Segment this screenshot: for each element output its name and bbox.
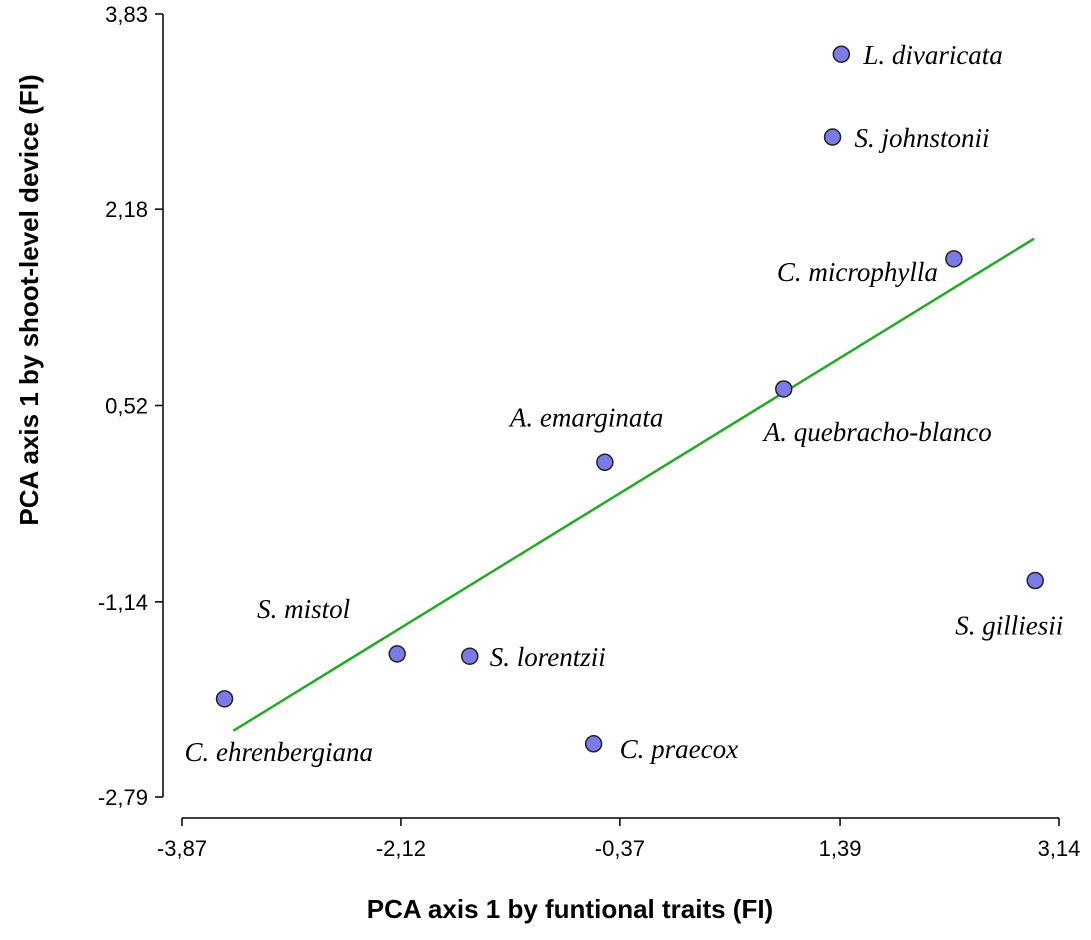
x-tick-label: 1,39 [819, 836, 862, 861]
x-tick-label: -3,87 [157, 836, 207, 861]
point-label: C. ehrenbergiana [185, 737, 373, 767]
data-point [775, 380, 793, 398]
data-point [596, 453, 614, 472]
point-labels-group: L. divaricata S. johnstonii C. microphylla… [185, 40, 1064, 767]
y-tick-label: -2,79 [98, 785, 148, 810]
points-group [215, 45, 1044, 753]
y-tick-label: -1,14 [98, 590, 148, 615]
point-label: S. mistol [257, 594, 350, 624]
regression-line-group [232, 237, 1035, 732]
x-tick-label: 3,14 [1038, 836, 1081, 861]
data-point [1026, 571, 1044, 590]
axes: 3,83 2,18 0,52 -1,14 -2,79 -3,87 -2,12 -0,37 1,3… [98, 2, 1081, 861]
y-tick-label: 0,52 [105, 394, 148, 419]
data-point [215, 690, 234, 708]
data-point [823, 128, 842, 146]
y-axis-title: PCA axis 1 by shoot-level device (FI) [14, 74, 44, 525]
point-label: A. quebracho-blanco [762, 417, 992, 447]
point-label: L. divaricata [862, 40, 1003, 70]
point-label: C. praecox [620, 734, 738, 764]
point-label: S. johnstonii [855, 123, 990, 153]
point-label: S. gilliesii [955, 611, 1063, 641]
data-point [832, 45, 851, 63]
x-axis-title: PCA axis 1 by funtional traits (FI) [367, 894, 773, 924]
point-label: A. emarginata [508, 402, 663, 432]
y-tick-label: 3,83 [105, 2, 148, 27]
data-point [460, 647, 479, 665]
x-tick-label: -2,12 [376, 836, 426, 861]
regression-line [232, 237, 1035, 732]
y-tick-label: 2,18 [105, 197, 148, 222]
point-label: C. microphylla [777, 257, 938, 287]
data-point [388, 645, 406, 663]
point-label: S. lorentzii [490, 642, 606, 672]
data-point [945, 250, 963, 268]
data-point [584, 735, 603, 753]
x-tick-label: -0,37 [595, 836, 645, 861]
